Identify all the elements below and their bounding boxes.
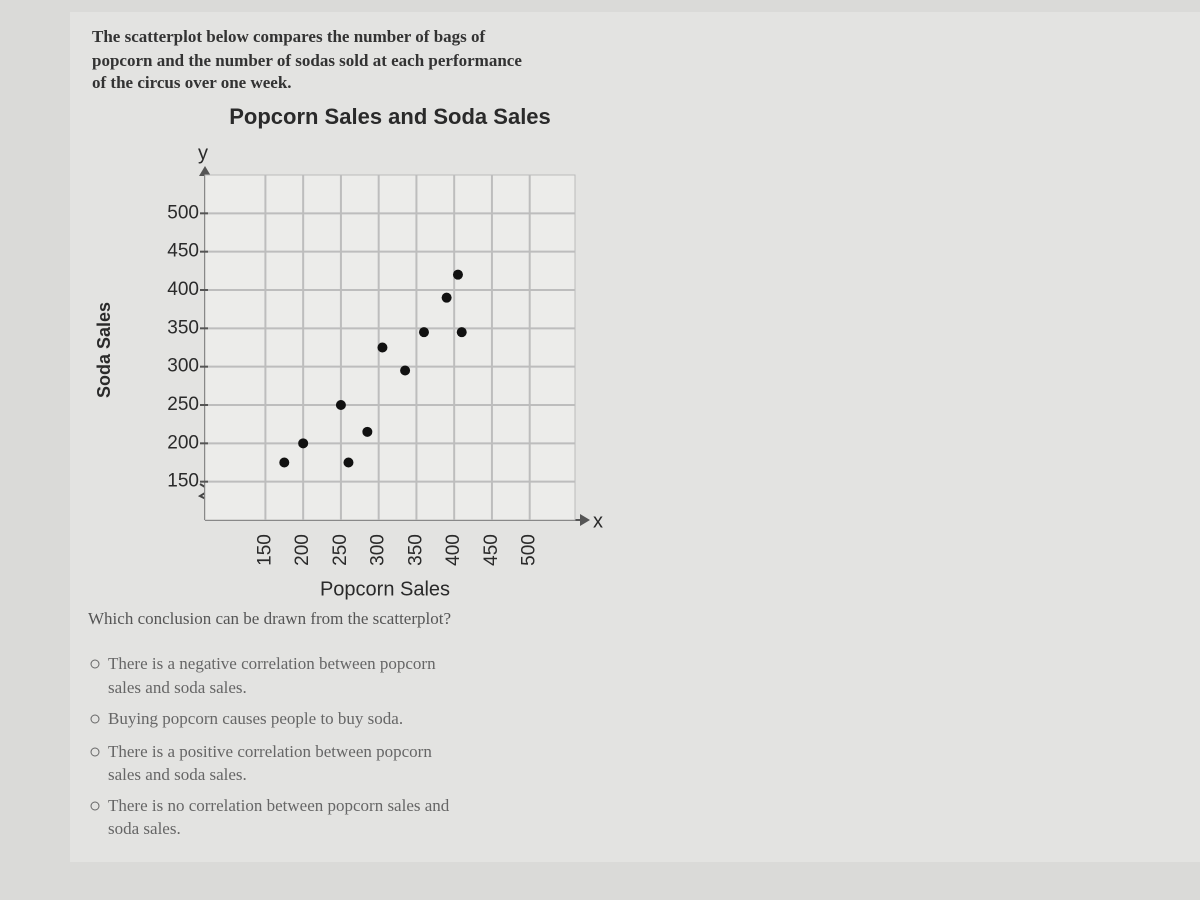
question: Which conclusion can be drawn from the s…: [88, 609, 451, 628]
point: [377, 342, 388, 353]
point: [452, 269, 463, 280]
point: [441, 292, 452, 303]
y-tick-label: 250: [167, 394, 199, 415]
intro-line: The scatterplot below compares the numbe…: [92, 27, 486, 46]
point: [279, 457, 290, 468]
option-line[interactable]: sales and soda sales.: [108, 765, 247, 784]
y-tick-label: 400: [167, 279, 199, 300]
y-axis-letter: y: [198, 142, 208, 164]
point: [343, 457, 354, 468]
x-tick-label: 300: [368, 534, 389, 566]
y-tick-label: 500: [167, 202, 199, 223]
option-line[interactable]: sales and soda sales.: [108, 678, 247, 697]
radio[interactable]: [90, 747, 100, 757]
point: [335, 400, 346, 410]
y-arrow: [199, 166, 211, 176]
x-tick-label: 200: [292, 534, 313, 566]
x-axis-letter: x: [593, 510, 603, 532]
option-line[interactable]: There is a negative correlation between …: [108, 654, 436, 673]
point: [456, 327, 467, 338]
x-tick-label: 250: [330, 534, 351, 566]
point: [418, 327, 429, 338]
x-tick-label: 500: [519, 534, 540, 566]
x-arrow: [580, 514, 590, 526]
radio[interactable]: [90, 659, 100, 669]
option-line[interactable]: soda sales.: [108, 819, 181, 838]
plot-area: [204, 174, 576, 521]
x-tick-label: 350: [405, 534, 426, 566]
radio[interactable]: [90, 714, 100, 724]
y-tick-label: 150: [167, 471, 199, 492]
x-tick-label: 450: [481, 534, 502, 566]
option-line[interactable]: There is no correlation between popcorn …: [108, 796, 450, 815]
y-tick-label: 200: [167, 432, 199, 453]
intro-line: of the circus over one week.: [92, 73, 292, 92]
option-line[interactable]: Buying popcorn causes people to buy soda…: [108, 709, 403, 728]
y-tick-label: 350: [167, 317, 199, 338]
y-tick-label: 300: [167, 356, 199, 377]
point: [362, 426, 373, 437]
x-tick-label: 150: [254, 534, 275, 566]
option-line[interactable]: There is a positive correlation between …: [108, 742, 432, 761]
y-axis-label: Soda Sales: [94, 302, 114, 398]
point: [400, 365, 411, 376]
chart-title: Popcorn Sales and Soda Sales: [229, 104, 551, 129]
y-tick-label: 450: [167, 241, 199, 262]
x-axis-label: Popcorn Sales: [320, 578, 450, 600]
intro-line: popcorn and the number of sodas sold at …: [92, 51, 522, 70]
point: [298, 438, 309, 449]
x-tick-label: 400: [443, 534, 464, 566]
radio[interactable]: [90, 801, 100, 811]
